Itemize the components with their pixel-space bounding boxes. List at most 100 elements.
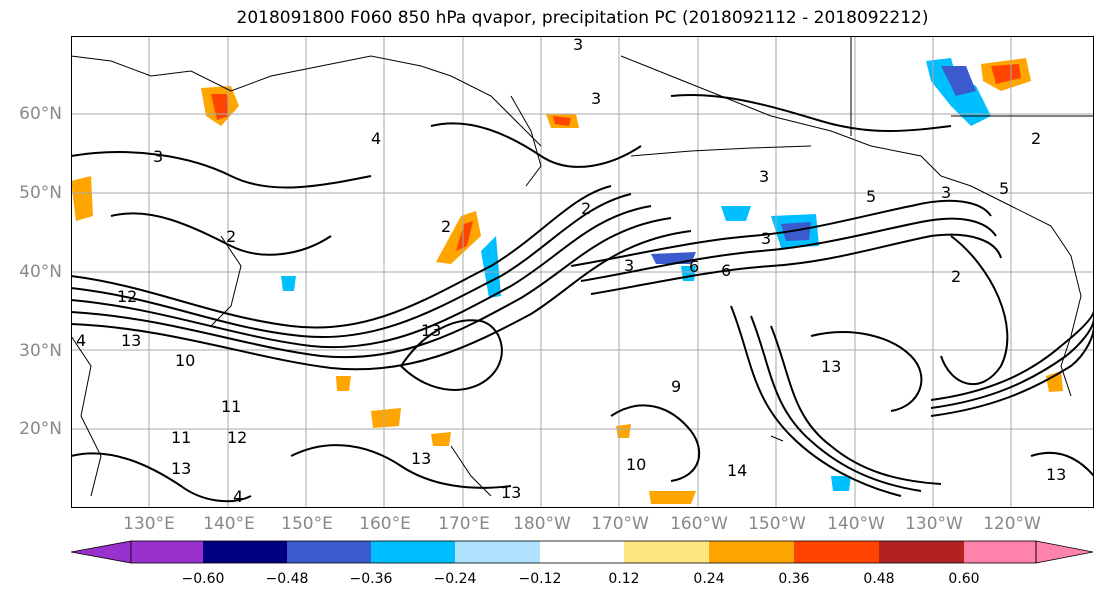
contour-line bbox=[430, 122, 642, 168]
contour-label: 5 bbox=[999, 179, 1009, 198]
colorbar-tick: −0.48 bbox=[265, 571, 309, 587]
colorbar-tick: 0.24 bbox=[693, 571, 725, 587]
contour-label: 3 bbox=[759, 167, 769, 186]
precip-patch bbox=[336, 376, 351, 391]
lat-label-20n: 20°N bbox=[19, 419, 62, 439]
contour-line bbox=[930, 309, 1094, 401]
contour-line bbox=[71, 185, 612, 329]
lat-label-60n: 60°N bbox=[19, 104, 62, 124]
coastline-asia bbox=[71, 55, 542, 147]
colorbar-tick: 0.36 bbox=[778, 571, 810, 587]
contour-line bbox=[110, 212, 332, 256]
lon-label-120w: 120°W bbox=[983, 514, 1041, 534]
colorbar-tick: −0.36 bbox=[349, 571, 393, 587]
colorbar-bin bbox=[131, 541, 203, 563]
contour-label: 10 bbox=[175, 351, 195, 370]
precip-patch bbox=[781, 222, 811, 241]
colorbar-frame bbox=[130, 540, 1037, 564]
coastline-aleutians bbox=[630, 145, 812, 157]
precip-patch bbox=[991, 64, 1021, 84]
lon-label-170e: 170°E bbox=[438, 514, 490, 534]
contour-label: 13 bbox=[501, 483, 521, 502]
contour-label: 11 bbox=[221, 397, 241, 416]
contour-line bbox=[810, 331, 923, 412]
contour-label: 2 bbox=[1031, 129, 1041, 148]
contour-label: 12 bbox=[227, 428, 247, 447]
contour-label: 3 bbox=[761, 229, 771, 248]
contour-label: 3 bbox=[624, 256, 634, 275]
map-panel: 3 3 4 3 2 5 5 3 2 3 3 2 12 13 10 11 12 1… bbox=[71, 36, 1094, 508]
contour-line bbox=[71, 452, 252, 503]
graticule bbox=[71, 36, 1094, 508]
coastline-hawaii bbox=[770, 435, 784, 442]
contour-label: 11 bbox=[171, 428, 191, 447]
colorbar-tick: 0.48 bbox=[863, 571, 895, 587]
precip-patch bbox=[281, 276, 296, 291]
colorbar-tick: 0.12 bbox=[608, 571, 640, 587]
qvapor-contours bbox=[71, 94, 1094, 503]
colorbar-bin bbox=[455, 541, 540, 563]
colorbar bbox=[71, 540, 1094, 564]
contour-line bbox=[1030, 451, 1094, 477]
contour-label: 14 bbox=[727, 461, 747, 480]
contour-label: 13 bbox=[1046, 465, 1066, 484]
precip-patch bbox=[1046, 371, 1063, 392]
contour-line bbox=[930, 325, 1094, 417]
contour-line bbox=[670, 94, 952, 132]
colorbar-tick: −0.24 bbox=[433, 571, 477, 587]
lon-label-140w: 140°W bbox=[827, 514, 885, 534]
contour-line bbox=[750, 315, 922, 492]
contour-label: 6 bbox=[721, 261, 731, 280]
coastline-islands-south bbox=[450, 445, 492, 497]
contour-label: 2 bbox=[581, 199, 591, 218]
contour-line bbox=[930, 317, 1094, 409]
contour-label: 9 bbox=[671, 377, 681, 396]
coastline-kamchatka bbox=[510, 95, 542, 187]
contour-labels: 3 3 4 3 2 5 5 3 2 3 3 2 12 13 10 11 12 1… bbox=[76, 36, 1066, 506]
contour-line bbox=[399, 319, 503, 391]
coastline-japan bbox=[210, 235, 242, 327]
contour-line bbox=[71, 151, 372, 189]
colorbar-extend-low bbox=[71, 540, 132, 564]
precip-patch bbox=[831, 476, 851, 491]
coastline-alaska bbox=[620, 55, 942, 177]
colorbar-bin bbox=[203, 541, 287, 563]
contour-line bbox=[770, 325, 942, 485]
contour-label: 12 bbox=[117, 287, 137, 306]
contour-label: 13 bbox=[421, 321, 441, 340]
contour-label: 13 bbox=[821, 357, 841, 376]
precip-patch bbox=[649, 491, 696, 504]
contour-line bbox=[570, 199, 992, 267]
lon-label-130w: 130°W bbox=[905, 514, 963, 534]
colorbar-bin bbox=[371, 541, 455, 563]
contour-label: 4 bbox=[76, 331, 86, 350]
contour-label: 2 bbox=[951, 267, 961, 286]
plot-title: 2018091800 F060 850 hPa qvapor, precipit… bbox=[236, 8, 929, 28]
contour-label: 2 bbox=[441, 217, 451, 236]
lon-label-130e: 130°E bbox=[123, 514, 175, 534]
contour-line bbox=[290, 444, 512, 489]
contour-line bbox=[730, 305, 902, 497]
contour-label: 4 bbox=[233, 487, 243, 506]
coastlines bbox=[71, 36, 1094, 497]
contour-label: 2 bbox=[226, 227, 236, 246]
colorbar-bin bbox=[540, 541, 624, 563]
contour-label: 13 bbox=[121, 331, 141, 350]
precip-patch bbox=[456, 221, 473, 251]
precip-patch bbox=[721, 206, 751, 221]
lon-label-160e: 160°E bbox=[359, 514, 411, 534]
contour-line bbox=[590, 233, 1002, 295]
precip-patch bbox=[431, 432, 451, 446]
colorbar-bin bbox=[709, 541, 794, 563]
contour-label: 4 bbox=[371, 129, 381, 148]
coastline-asia-east bbox=[71, 335, 102, 497]
contour-label: 5 bbox=[866, 187, 876, 206]
colorbar-tick: −0.12 bbox=[518, 571, 562, 587]
contour-line bbox=[580, 217, 997, 282]
colorbar-bin bbox=[794, 541, 879, 563]
lat-label-50n: 50°N bbox=[19, 183, 62, 203]
lat-label-40n: 40°N bbox=[19, 262, 62, 282]
contour-label: 13 bbox=[411, 449, 431, 468]
lon-label-170w: 170°W bbox=[591, 514, 649, 534]
lon-label-150w: 150°W bbox=[748, 514, 806, 534]
